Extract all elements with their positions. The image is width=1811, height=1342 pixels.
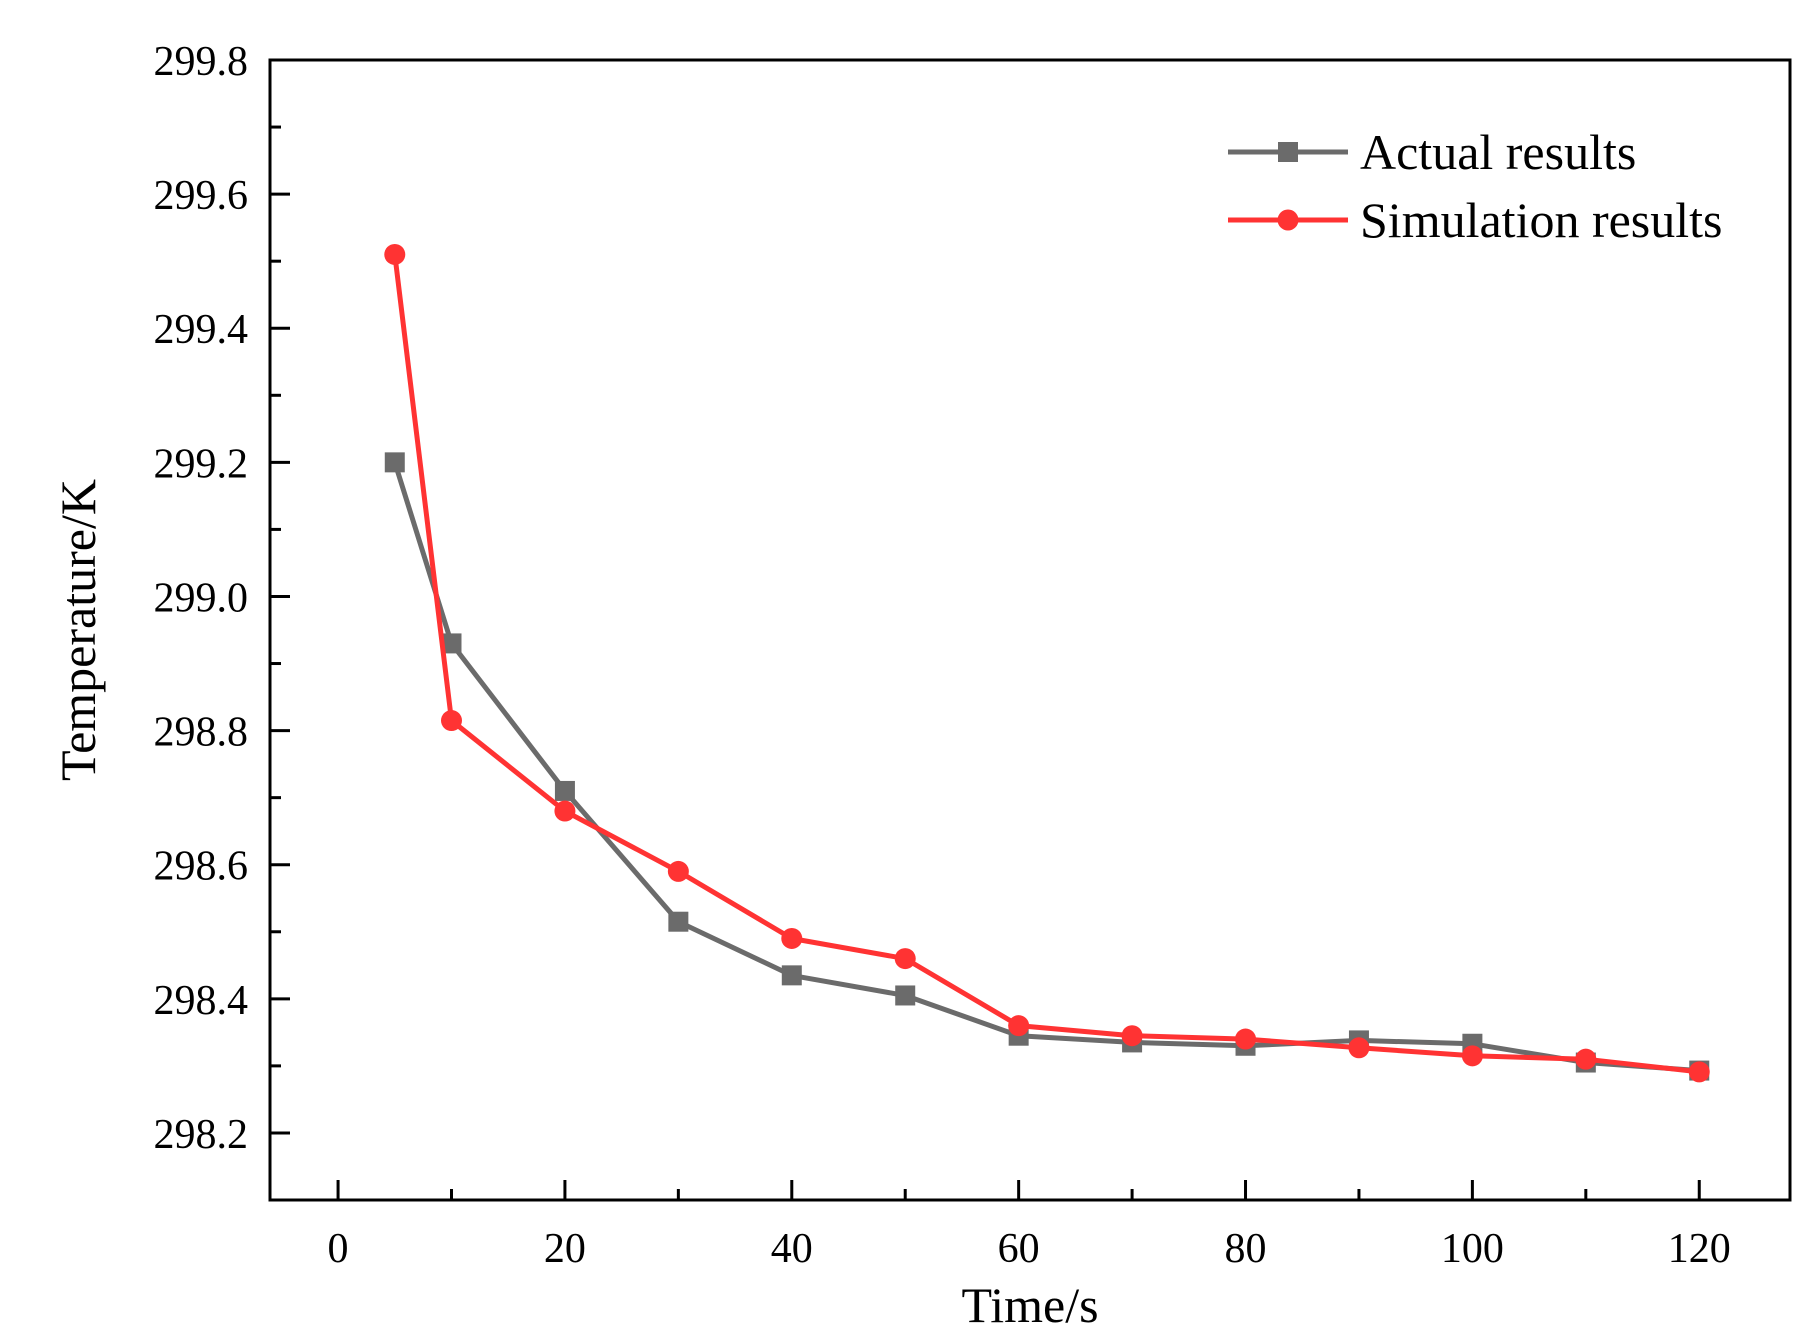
series-1 [384, 452, 1710, 1081]
x-axis: 0 20 40 60 80 100 120 [328, 1180, 1731, 1272]
legend-item: Actual results [1228, 124, 1636, 180]
legend-item: Simulation results [1228, 192, 1723, 248]
y-tick-label: 299.8 [154, 39, 249, 85]
series-line [392, 254, 1700, 1075]
series-line [392, 461, 1700, 1074]
data-point [667, 860, 689, 882]
plot-area-frame [268, 58, 1792, 1202]
legend-label: Actual results [1360, 124, 1636, 180]
data-point [554, 800, 576, 822]
y-axis: 298.2 298.4 298.6 298.8 299.0 299.2 299.4 299.6… [154, 39, 290, 1158]
data-point [895, 985, 916, 1006]
y-tick-label: 298.2 [154, 1112, 249, 1158]
x-tick-label: 20 [544, 1226, 586, 1272]
data-point [554, 780, 575, 801]
series-layer [384, 243, 1710, 1083]
data-point [1348, 1037, 1370, 1059]
y-tick-label: 299.4 [154, 307, 249, 353]
data-point [781, 965, 802, 986]
y-tick-label: 299.2 [154, 441, 249, 487]
y-tick-label: 298.6 [154, 844, 249, 890]
data-point [441, 633, 462, 654]
data-point [894, 948, 916, 970]
data-point [1235, 1028, 1257, 1050]
data-point [1121, 1025, 1143, 1047]
series-2 [384, 243, 1710, 1083]
y-axis-title: Temperature/K [50, 479, 106, 781]
y-tick-label: 298.4 [154, 978, 249, 1024]
legend: Actual results Simulation results [1228, 124, 1723, 248]
data-point [440, 710, 462, 732]
data-point [781, 927, 803, 949]
data-point [384, 452, 405, 473]
data-point [1688, 1061, 1710, 1083]
data-point [1575, 1048, 1597, 1070]
data-point [668, 911, 689, 932]
plot-frame-group [268, 58, 1792, 1202]
data-point [1008, 1015, 1030, 1037]
y-tick-label: 298.8 [154, 710, 249, 756]
x-tick-label: 100 [1441, 1226, 1504, 1272]
x-tick-label: 120 [1668, 1226, 1731, 1272]
x-tick-label: 80 [1225, 1226, 1267, 1272]
legend-marker [1277, 209, 1299, 231]
legend-label: Simulation results [1360, 192, 1723, 248]
y-tick-label: 299.6 [154, 173, 249, 219]
y-tick-label: 299.0 [154, 575, 249, 621]
x-tick-label: 60 [998, 1226, 1040, 1272]
x-tick-label: 40 [771, 1226, 813, 1272]
data-point [1461, 1045, 1483, 1067]
data-point [384, 243, 406, 265]
legend-marker [1278, 142, 1298, 162]
x-axis-title: Time/s [961, 1277, 1098, 1333]
x-tick-label: 0 [328, 1226, 349, 1272]
